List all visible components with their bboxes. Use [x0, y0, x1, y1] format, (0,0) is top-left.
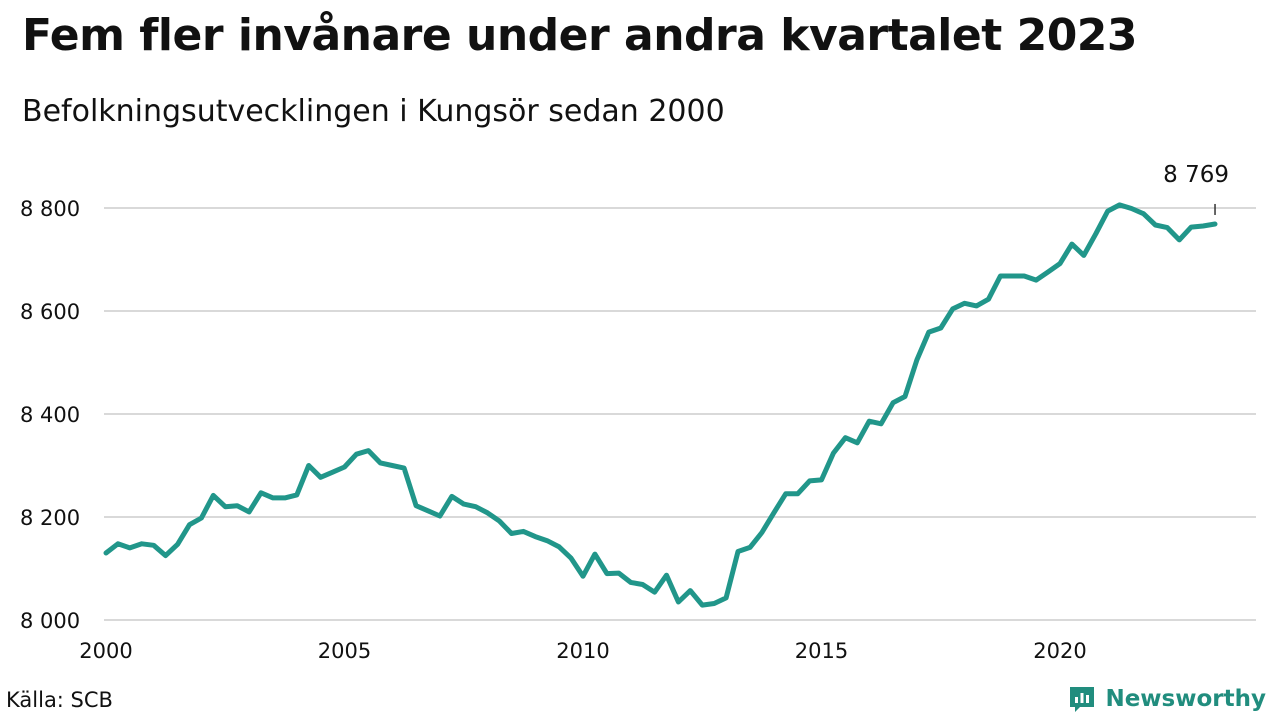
y-tick-label: 8 000	[20, 609, 80, 633]
chart-title: Fem fler invånare under andra kvartalet …	[22, 10, 1138, 61]
x-tick-label: 2000	[79, 639, 132, 663]
x-tick-label: 2010	[556, 639, 609, 663]
newsworthy-logo-icon	[1070, 687, 1095, 712]
brand-name: Newsworthy	[1105, 686, 1266, 712]
x-tick-label: 2015	[795, 639, 848, 663]
y-tick-label: 8 600	[20, 300, 80, 324]
x-tick-label: 2005	[318, 639, 371, 663]
end-value-label: 8 769	[1163, 162, 1229, 188]
x-tick-label: 2020	[1033, 639, 1086, 663]
chart-subtitle: Befolkningsutvecklingen i Kungsör sedan …	[22, 94, 725, 129]
brand: Newsworthy	[1067, 684, 1266, 714]
y-tick-label: 8 200	[20, 506, 80, 530]
series-line	[103, 202, 1218, 608]
source-label: Källa: SCB	[6, 688, 113, 712]
y-tick-label: 8 400	[20, 403, 80, 427]
y-tick-label: 8 800	[20, 197, 80, 221]
